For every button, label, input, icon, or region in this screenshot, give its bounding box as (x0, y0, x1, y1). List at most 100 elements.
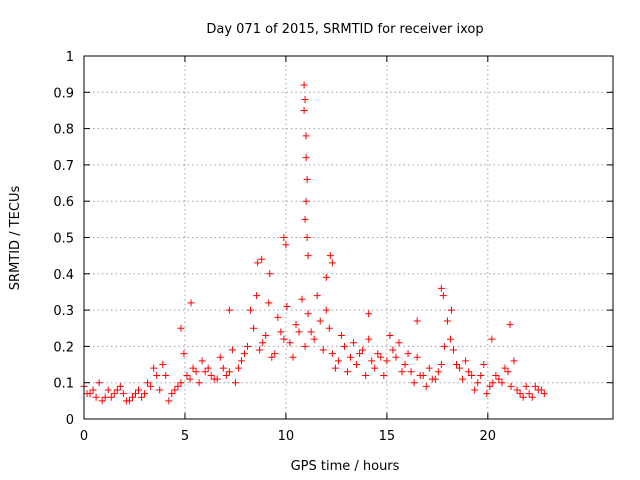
data-point (138, 393, 146, 401)
data-point (153, 371, 161, 379)
data-points (80, 81, 548, 405)
data-point (519, 393, 527, 401)
data-point (468, 371, 476, 379)
data-point (340, 342, 348, 350)
data-point (322, 273, 330, 281)
data-point (392, 353, 400, 361)
y-tick-label: 0.3 (53, 304, 74, 319)
data-point (434, 368, 442, 376)
data-point (256, 346, 264, 354)
data-point (328, 259, 336, 267)
data-point (443, 317, 451, 325)
data-point (300, 106, 308, 114)
data-point (531, 382, 539, 390)
data-point (98, 397, 106, 405)
y-tick-label: 0.9 (53, 86, 74, 101)
data-point (116, 382, 124, 390)
data-point (486, 382, 494, 390)
data-point (277, 328, 285, 336)
data-point (254, 259, 262, 267)
data-point (150, 364, 158, 372)
y-axis-label: SRMTID / TECUs (8, 186, 23, 291)
data-point (119, 390, 127, 398)
x-axis-label: GPS time / hours (291, 459, 400, 474)
data-point (326, 252, 334, 260)
axis-ticks (83, 55, 613, 420)
data-point (446, 335, 454, 343)
data-point (265, 299, 273, 307)
data-point (465, 368, 473, 376)
data-point (477, 371, 485, 379)
data-point (303, 234, 311, 241)
data-point (413, 353, 421, 361)
data-point (425, 364, 433, 372)
data-point (286, 339, 294, 347)
data-point (250, 324, 258, 332)
data-point (128, 393, 136, 401)
data-point (262, 332, 270, 340)
data-point (210, 375, 218, 383)
data-point (83, 390, 91, 398)
data-point (301, 342, 309, 350)
data-point (540, 390, 548, 398)
data-point (474, 379, 482, 387)
data-point (225, 368, 233, 376)
data-point (101, 393, 109, 401)
data-point (537, 386, 545, 394)
data-point (495, 375, 503, 383)
data-point (398, 368, 406, 376)
data-point (504, 368, 512, 376)
data-point (183, 371, 191, 379)
data-point (258, 255, 266, 263)
data-point (180, 350, 188, 358)
data-point (295, 328, 303, 336)
data-point (144, 379, 152, 387)
data-point (125, 397, 133, 405)
data-point (325, 324, 333, 332)
data-point (198, 357, 206, 365)
data-point (195, 379, 203, 387)
data-point (316, 317, 324, 325)
data-point (510, 357, 518, 365)
data-point (259, 339, 267, 347)
chart-title: Day 071 of 2015, SRMTID for receiver ixo… (206, 22, 483, 37)
data-point (331, 364, 339, 372)
data-point (92, 393, 100, 401)
data-point (302, 132, 310, 140)
data-point (407, 368, 415, 376)
data-point (95, 379, 103, 387)
data-point (177, 324, 185, 332)
data-point (413, 317, 421, 325)
data-point (371, 364, 379, 372)
data-point (449, 346, 457, 354)
data-point (368, 357, 376, 365)
data-point (410, 379, 418, 387)
x-tick-label: 0 (80, 429, 88, 444)
data-point (350, 339, 358, 347)
data-point (110, 390, 118, 398)
data-point (501, 364, 509, 372)
data-point (337, 332, 345, 340)
data-point (334, 357, 342, 365)
data-point (204, 364, 212, 372)
data-point (437, 361, 445, 369)
data-point (165, 397, 173, 405)
y-tick-label: 0 (66, 413, 74, 428)
data-point (271, 350, 279, 358)
data-point (356, 350, 364, 358)
data-point (462, 357, 470, 365)
data-point (498, 379, 506, 387)
data-point (168, 390, 176, 398)
data-point (522, 382, 530, 390)
data-point (362, 371, 370, 379)
data-point (283, 302, 291, 310)
data-point (280, 234, 288, 241)
data-point (302, 154, 310, 162)
data-point (237, 357, 245, 365)
data-point (365, 310, 373, 318)
data-point (147, 382, 155, 390)
data-point (141, 390, 149, 398)
data-point (516, 390, 524, 398)
data-point (156, 386, 164, 394)
